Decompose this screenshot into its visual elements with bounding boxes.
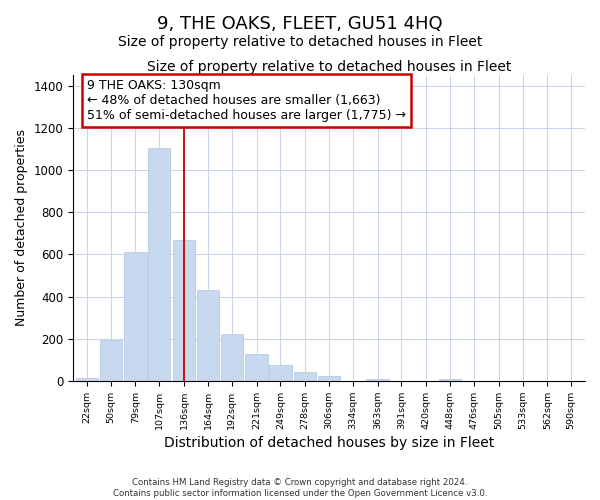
Bar	[100, 340, 122, 381]
Bar	[439, 378, 461, 381]
Bar	[124, 252, 146, 381]
Text: Size of property relative to detached houses in Fleet: Size of property relative to detached ho…	[118, 35, 482, 49]
Text: Contains HM Land Registry data © Crown copyright and database right 2024.
Contai: Contains HM Land Registry data © Crown c…	[113, 478, 487, 498]
Bar	[221, 334, 243, 381]
Bar	[294, 372, 316, 381]
Bar	[197, 290, 219, 381]
Bar	[269, 365, 292, 381]
Text: 9 THE OAKS: 130sqm
← 48% of detached houses are smaller (1,663)
51% of semi-deta: 9 THE OAKS: 130sqm ← 48% of detached hou…	[87, 80, 406, 122]
Bar	[173, 240, 195, 381]
Bar	[148, 148, 170, 381]
X-axis label: Distribution of detached houses by size in Fleet: Distribution of detached houses by size …	[164, 436, 494, 450]
Title: Size of property relative to detached houses in Fleet: Size of property relative to detached ho…	[147, 60, 511, 74]
Bar	[318, 376, 340, 381]
Bar	[245, 354, 268, 381]
Text: 9, THE OAKS, FLEET, GU51 4HQ: 9, THE OAKS, FLEET, GU51 4HQ	[157, 15, 443, 33]
Y-axis label: Number of detached properties: Number of detached properties	[15, 130, 28, 326]
Bar	[76, 378, 98, 381]
Bar	[367, 378, 389, 381]
